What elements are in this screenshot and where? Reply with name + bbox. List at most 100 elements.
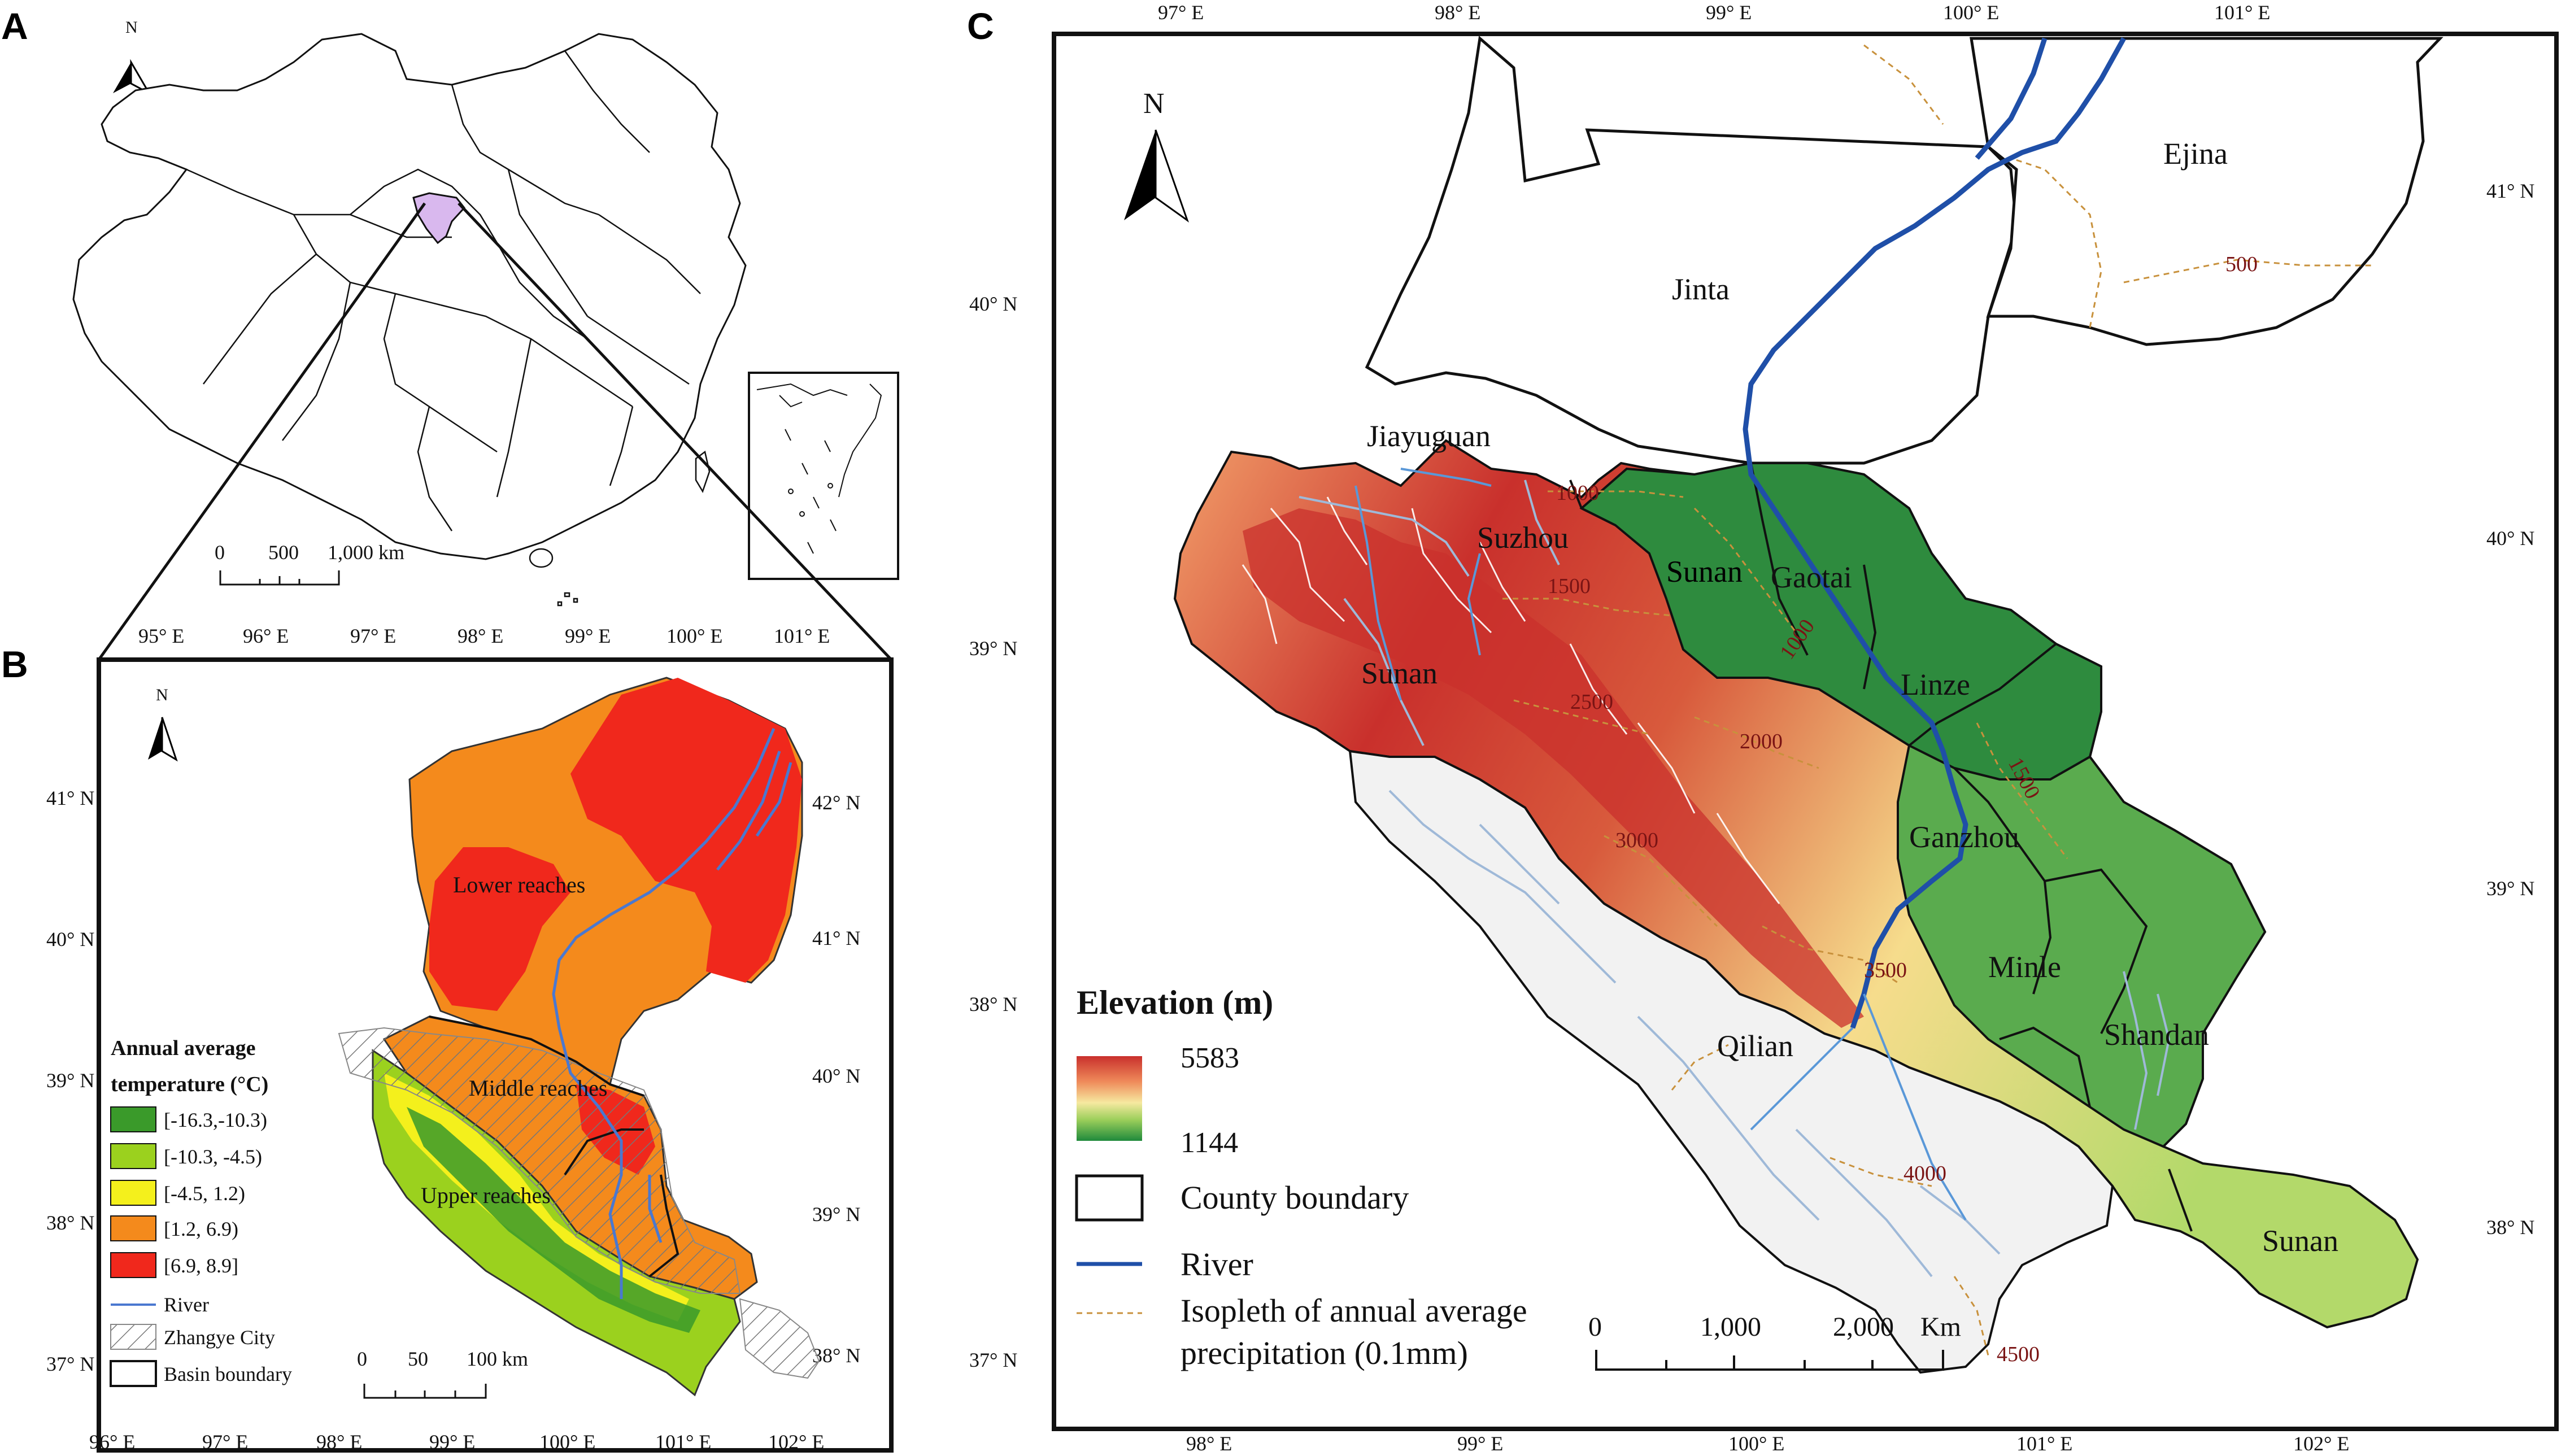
county-label-jiayuguan: Jiayuguan — [1367, 419, 1491, 453]
panel-c: 97° E 98° E 99° E 100° E 101° E 98° E 99… — [969, 1, 2559, 1455]
legend-c-title: Elevation (m) — [1077, 984, 1273, 1021]
panel-a-letter: A — [1, 5, 28, 47]
b-lon-bot-5: 101° E — [655, 1431, 711, 1453]
legend-b-city-swatch — [110, 1324, 156, 1350]
legend-c-iso-1: Isopleth of annual average — [1181, 1292, 1527, 1329]
b-lat-left-0: 41° N — [46, 787, 94, 809]
legend-b-river: River — [164, 1293, 209, 1316]
county-ejina — [1970, 37, 2443, 346]
scale-bar-b: 0 50 100 km — [357, 1348, 528, 1399]
county-label-sunan-east: Sunan — [2262, 1224, 2338, 1258]
c-lat-ticks-left: 40° N 39° N 38° N 37° N — [969, 293, 1017, 1371]
b-lon-bot-0: 96° E — [89, 1431, 135, 1453]
iso-label-1: 1000 — [1556, 481, 1599, 505]
scale-b-tick-2: 100 km — [467, 1348, 528, 1370]
northern-counties — [1365, 36, 2443, 465]
c-lon-ticks-top: 97° E 98° E 99° E 100° E 101° E — [1158, 1, 2270, 24]
label-lower-reaches: Lower reaches — [453, 872, 585, 897]
legend-b-class-1: [-10.3, -4.5) — [110, 1143, 262, 1169]
c-lon-bot-1: 99° E — [1457, 1432, 1503, 1455]
c-county-borders — [1569, 463, 2193, 1232]
b-lon-bot-2: 98° E — [316, 1431, 362, 1453]
basin-upper-yellow — [384, 1073, 689, 1322]
panel-c-letter: C — [967, 5, 994, 47]
north-label: N — [125, 18, 138, 37]
legend-c-min: 1144 — [1181, 1127, 1238, 1159]
iso-label-2: 1500 — [1548, 574, 1591, 598]
basin-upper-darkgreen — [407, 1107, 700, 1333]
c-lat-right-3: 38° N — [2486, 1216, 2534, 1239]
c-lon-ticks-bottom: 98° E 99° E 100° E 101° E 102° E — [1186, 1432, 2349, 1455]
c-lon-top-4: 101° E — [2214, 1, 2270, 24]
iso-label-5: 2500 — [1570, 690, 1613, 714]
legend-b-label-0: [-16.3,-10.3) — [164, 1109, 267, 1131]
connector-right — [458, 202, 892, 661]
scale-bar-a: 0 500 1,000 km — [215, 541, 404, 586]
legend-b-label-2: [-4.5, 1.2) — [164, 1182, 245, 1205]
scale-a-tick-1: 500 — [268, 541, 299, 564]
c-lon-top-1: 98° E — [1435, 1, 1480, 24]
b-lon-bot-6: 102° E — [768, 1431, 824, 1453]
panel-a: N — [72, 18, 899, 661]
iso-label-0: 500 — [2225, 252, 2258, 276]
b-lat-ticks-right: 42° N 41° N 40° N 39° N 38° N — [812, 791, 860, 1367]
c-county-labels: Ejina Jinta Jiayuguan Suzhou Sunan Gaota… — [1361, 137, 2338, 1258]
county-label-shandan: Shandan — [2104, 1018, 2209, 1052]
b-lon-top-1: 96° E — [243, 625, 289, 647]
legend-b-label-3: [1.2, 6.9) — [164, 1218, 238, 1240]
scale-bar-c: 0 1,000 2,000 Km — [1588, 1312, 1961, 1371]
legend-b: Annual average temperature (°C) [-16.3,-… — [110, 1036, 292, 1387]
label-upper-reaches: Upper reaches — [421, 1183, 551, 1208]
legend-c-river: River — [1181, 1246, 1253, 1283]
oasis-south — [1897, 744, 2267, 1148]
north-arrow-icon: N — [148, 686, 178, 762]
b-lat-ticks-left: 41° N 40° N 39° N 38° N 37° N — [46, 787, 94, 1375]
inset-islands — [756, 383, 882, 554]
b-lon-top-2: 97° E — [350, 625, 396, 647]
c-lat-left-3: 37° N — [969, 1349, 1017, 1371]
legend-b-city: Zhangye City — [164, 1326, 275, 1349]
basin-lower-red-b — [429, 847, 570, 1011]
b-lon-bot-4: 100° E — [539, 1431, 595, 1453]
scale-a-tick-2: 1,000 km — [328, 541, 404, 564]
scale-b-tick-0: 0 — [357, 1348, 367, 1370]
north-arrow-icon: N — [113, 18, 151, 95]
c-lon-top-0: 97° E — [1158, 1, 1204, 24]
b-lat-left-2: 39° N — [46, 1069, 94, 1092]
legend-b-basin: Basin boundary — [164, 1363, 292, 1385]
b-lat-right-4: 38° N — [812, 1344, 860, 1367]
scale-a-tick-0: 0 — [215, 541, 225, 564]
county-label-sunan-north: Sunan — [1666, 555, 1743, 588]
province-boundaries — [186, 50, 701, 531]
elevation-core — [1243, 508, 1864, 1028]
c-lat-left-0: 40° N — [969, 293, 1017, 315]
c-lon-top-3: 100° E — [1943, 1, 1999, 24]
c-lon-bot-4: 102° E — [2293, 1432, 2349, 1455]
county-label-ganzhou: Ganzhou — [1909, 820, 2019, 854]
iso-label-7: 3000 — [1615, 829, 1658, 852]
c-lat-right-1: 40° N — [2486, 527, 2534, 550]
c-isopleth-labels: 500 1000 1500 1000 2000 2500 1500 3000 3… — [1548, 252, 2258, 1366]
b-lon-top-5: 100° E — [667, 625, 722, 647]
c-drainage — [1242, 496, 1780, 904]
legend-b-basin-swatch — [110, 1360, 157, 1387]
county-label-qilian: Qilian — [1717, 1029, 1793, 1063]
county-label-jinta: Jinta — [1672, 272, 1730, 306]
county-label-gaotai: Gaotai — [1771, 560, 1852, 594]
b-lon-ticks-bottom: 96° E 97° E 98° E 99° E 100° E 101° E 10… — [89, 1431, 824, 1453]
c-lon-top-2: 99° E — [1706, 1, 1752, 24]
legend-b-label-4: [6.9, 8.9] — [164, 1254, 238, 1277]
c-lat-right-0: 41° N — [2486, 180, 2534, 202]
scale-c-tick-2: 2,000 — [1833, 1312, 1894, 1342]
c-lat-left-1: 39° N — [969, 637, 1017, 660]
legend-c-max: 5583 — [1181, 1042, 1239, 1074]
scale-b-tick-1: 50 — [408, 1348, 428, 1370]
south-china-sea-inset — [748, 372, 899, 580]
c-main-river — [1743, 37, 2126, 1029]
b-lon-ticks-top: 95° E 96° E 97° E 98° E 99° E 100° E 101… — [138, 625, 830, 647]
b-lon-top-6: 101° E — [774, 625, 830, 647]
basin-lower-red-a — [570, 678, 802, 983]
b-lon-top-0: 95° E — [138, 625, 184, 647]
b-lat-right-3: 39° N — [812, 1203, 860, 1226]
c-lon-bot-2: 100° E — [1728, 1432, 1784, 1455]
